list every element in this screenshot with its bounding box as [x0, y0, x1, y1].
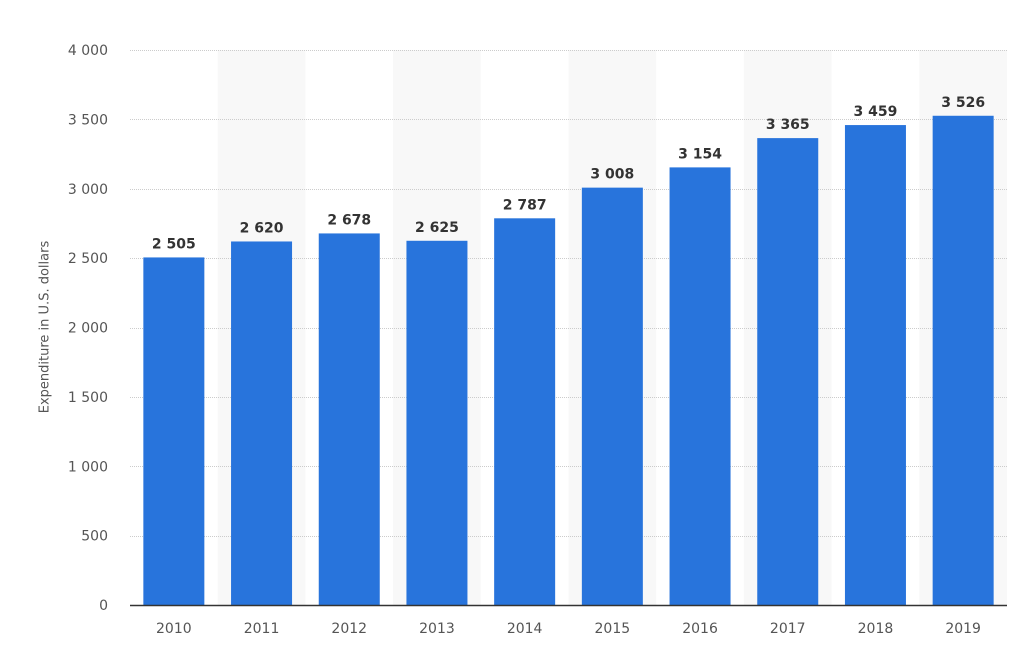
- value-label: 3 008: [590, 167, 634, 183]
- bars: [143, 115, 994, 606]
- x-axis-tick-labels: 2010 2011 2012 2013 2014 2015 2016 2017 2018 2019: [156, 621, 981, 637]
- x-tick-label: 2019: [945, 621, 981, 637]
- bar-2016[interactable]: [669, 167, 731, 605]
- y-tick-label: 3 500: [68, 112, 108, 128]
- x-tick-label: 2014: [507, 621, 543, 637]
- x-tick-label: 2015: [595, 621, 631, 637]
- value-label: 2 787: [503, 197, 547, 213]
- y-tick-label: 500: [81, 529, 108, 545]
- value-label: 2 678: [327, 212, 371, 228]
- y-tick-label: 3 000: [68, 182, 108, 198]
- y-tick-label: 1 500: [68, 390, 108, 406]
- x-tick-label: 2011: [244, 621, 280, 637]
- value-label: 2 505: [152, 236, 196, 252]
- y-tick-label: 0: [99, 598, 108, 614]
- value-label: 3 154: [678, 146, 722, 162]
- x-tick-label: 2016: [682, 621, 718, 637]
- value-labels: 2 505 2 620 2 678 2 625 2 787 3 008 3 154 3 365…: [152, 95, 985, 253]
- value-label: 3 365: [766, 117, 810, 133]
- x-tick-label: 2013: [419, 621, 455, 637]
- bar-2010[interactable]: [143, 257, 205, 605]
- bar-2014[interactable]: [494, 218, 556, 605]
- bar-2017[interactable]: [757, 138, 819, 605]
- bar-2011[interactable]: [231, 241, 293, 605]
- value-label: 2 620: [240, 220, 284, 236]
- x-tick-label: 2017: [770, 621, 806, 637]
- y-tick-label: 4 000: [68, 43, 108, 59]
- value-label: 3 526: [941, 95, 985, 111]
- y-tick-label: 1 000: [68, 459, 108, 475]
- bar-2015[interactable]: [581, 187, 643, 605]
- value-label: 2 625: [415, 220, 459, 236]
- bar-2013[interactable]: [406, 240, 468, 605]
- y-tick-label: 2 500: [68, 251, 108, 267]
- x-tick-label: 2012: [331, 621, 367, 637]
- y-tick-label: 2 000: [68, 321, 108, 337]
- x-tick-label: 2018: [858, 621, 894, 637]
- x-tick-label: 2010: [156, 621, 192, 637]
- bar-2012[interactable]: [318, 233, 380, 606]
- bar-2019[interactable]: [932, 115, 994, 605]
- value-label: 3 459: [854, 104, 898, 120]
- y-axis-title: Expenditure in U.S. dollars: [37, 240, 53, 414]
- bar-2018[interactable]: [844, 125, 906, 605]
- y-axis-tick-labels: 0 500 1 000 1 500 2 000 2 500 3 000 3 500 4 000: [68, 43, 108, 614]
